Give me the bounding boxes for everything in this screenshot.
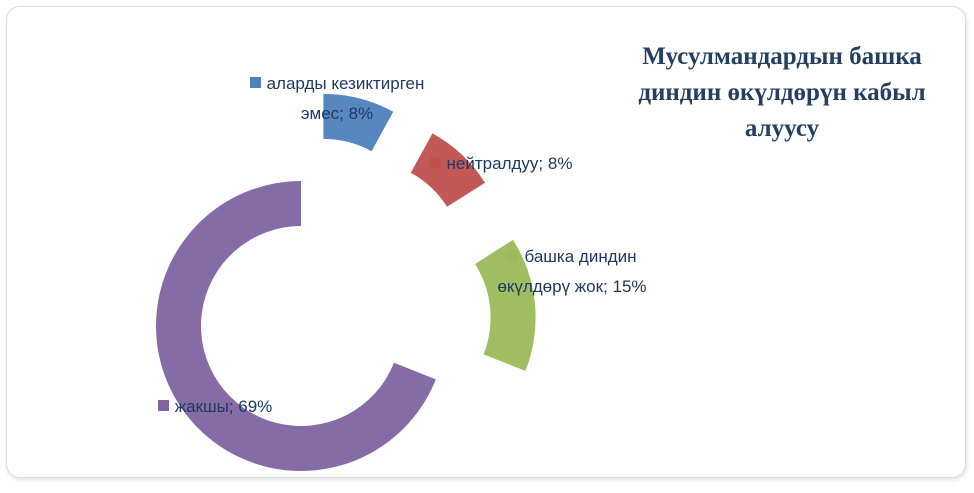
- legend-key: [157, 400, 169, 411]
- doughnut-segment: [475, 239, 536, 371]
- doughnut-segment: [155, 181, 436, 471]
- chart: Мусулмандардын башка диндин өкүлдөрүн ка…: [6, 6, 966, 478]
- legend-key: [429, 157, 441, 168]
- doughnut-segment: [323, 93, 394, 152]
- legend-key: [507, 250, 519, 261]
- data-label-text: башка диндин өкүлдөрү жок; 15%: [497, 247, 647, 296]
- chart-title: Мусулмандардын башка диндин өкүлдөрүн ка…: [638, 43, 926, 142]
- doughnut-segment: [410, 133, 486, 207]
- plot: [155, 93, 536, 471]
- legend-key: [249, 77, 261, 88]
- data-label: нейтралдуу; 8%: [401, 149, 601, 179]
- data-label: аларды кезиктирген эмес; 8%: [237, 69, 437, 129]
- data-label-text: нейтралдуу; 8%: [446, 154, 573, 173]
- data-label-text: аларды кезиктирген эмес; 8%: [266, 74, 425, 123]
- data-label: жакшы; 69%: [125, 392, 305, 422]
- data-label-text: жакшы; 69%: [174, 397, 273, 416]
- data-label: башка диндин өкүлдөрү жок; 15%: [477, 242, 667, 302]
